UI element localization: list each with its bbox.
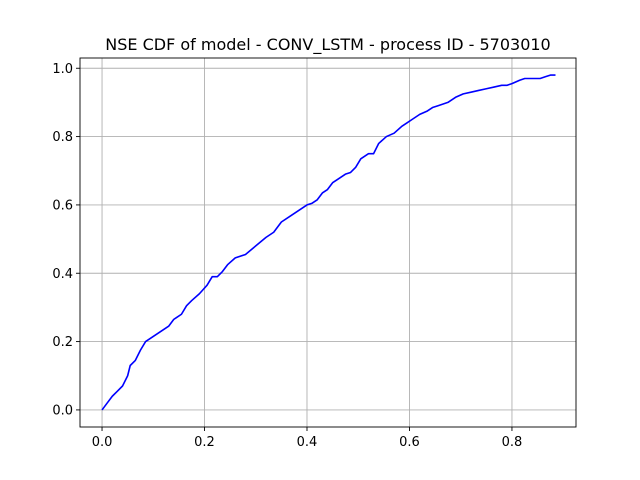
y-tick-label: 0.0 <box>52 403 73 418</box>
y-tick-label: 0.2 <box>52 335 73 350</box>
y-tick-label: 0.6 <box>52 198 73 213</box>
x-tick-label: 0.4 <box>297 435 318 450</box>
y-tick-label: 0.8 <box>52 130 73 145</box>
chart-title: NSE CDF of model - CONV_LSTM - process I… <box>105 35 550 55</box>
x-tick-label: 0.6 <box>399 435 420 450</box>
grid <box>80 58 576 427</box>
y-tick-label: 1.0 <box>52 62 73 77</box>
ticks: 0.0 0.2 0.4 0.6 0.8 0.0 0.2 0.4 0.6 0.8 1.0 <box>52 62 522 450</box>
axes-frame <box>79 57 577 428</box>
series-layer <box>101 74 556 411</box>
x-tick-label: 0.8 <box>502 435 523 450</box>
x-tick-label: 0.2 <box>194 435 215 450</box>
cdf-series-line <box>101 74 556 411</box>
y-tick-label: 0.4 <box>52 267 73 282</box>
x-tick-label: 0.0 <box>92 435 113 450</box>
